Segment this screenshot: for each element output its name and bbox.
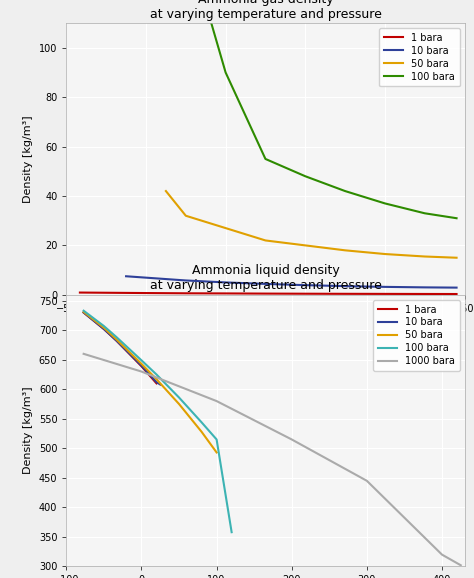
1 bara — [223, 290, 228, 297]
50 bara — [183, 212, 189, 219]
10 bara — [382, 283, 388, 290]
Title: Ammonia liquid density
at varying temperature and pressure: Ammonia liquid density at varying temper… — [149, 264, 382, 292]
1 bara — [81, 309, 86, 316]
10 bara — [302, 281, 308, 288]
1 bara — [114, 338, 119, 344]
10 bara — [154, 379, 159, 386]
100 bara — [214, 436, 219, 443]
1 bara — [422, 291, 428, 298]
1000 bara — [138, 368, 144, 375]
Line: 1 bara: 1 bara — [80, 292, 456, 294]
1 bara — [77, 289, 83, 296]
10 bara — [114, 338, 119, 344]
1 bara — [143, 290, 149, 297]
10 bara — [422, 284, 428, 291]
Legend: 1 bara, 10 bara, 50 bara, 100 bara: 1 bara, 10 bara, 50 bara, 100 bara — [379, 28, 460, 87]
100 bara — [101, 323, 107, 329]
Y-axis label: Density [kg/m³]: Density [kg/m³] — [23, 387, 33, 475]
1 bara — [101, 325, 107, 332]
50 bara — [342, 247, 348, 254]
1000 bara — [81, 350, 86, 357]
50 bara — [154, 376, 159, 383]
50 bara — [114, 336, 119, 343]
Legend: 1 bara, 10 bara, 50 bara, 100 bara, 1000 bara: 1 bara, 10 bara, 50 bara, 100 bara, 1000… — [373, 299, 460, 371]
Y-axis label: Density [kg/m³]: Density [kg/m³] — [23, 115, 33, 203]
Line: 50 bara: 50 bara — [83, 312, 217, 453]
100 bara — [199, 419, 204, 426]
X-axis label: Temperature [°C]: Temperature [°C] — [217, 320, 314, 329]
10 bara — [263, 280, 268, 287]
Line: 50 bara: 50 bara — [166, 191, 456, 258]
10 bara — [342, 283, 348, 290]
Line: 100 bara: 100 bara — [211, 23, 456, 218]
10 bara — [123, 273, 129, 280]
100 bara — [382, 200, 388, 207]
10 bara — [454, 284, 459, 291]
10 bara — [81, 309, 86, 316]
100 bara — [114, 334, 119, 341]
1 bara — [263, 290, 268, 297]
Line: 10 bara: 10 bara — [126, 276, 456, 288]
1 bara — [342, 290, 348, 297]
50 bara — [199, 428, 204, 435]
1 bara — [302, 290, 308, 297]
50 bara — [454, 254, 459, 261]
50 bara — [422, 253, 428, 260]
Title: Ammonia gas density
at varying temperature and pressure: Ammonia gas density at varying temperatu… — [149, 0, 382, 21]
100 bara — [342, 188, 348, 195]
50 bara — [263, 237, 268, 244]
50 bara — [163, 188, 169, 195]
50 bara — [101, 324, 107, 331]
50 bara — [176, 401, 182, 407]
10 bara — [183, 277, 189, 284]
1 bara — [183, 290, 189, 297]
50 bara — [81, 309, 86, 316]
1000 bara — [458, 562, 464, 569]
100 bara — [223, 69, 228, 76]
10 bara — [223, 279, 228, 286]
Line: 1000 bara: 1000 bara — [83, 354, 461, 565]
100 bara — [209, 20, 214, 27]
100 bara — [138, 357, 144, 364]
Line: 1 bara: 1 bara — [83, 313, 156, 383]
1 bara — [382, 290, 388, 297]
1000 bara — [364, 477, 370, 484]
10 bara — [138, 362, 144, 369]
1000 bara — [289, 436, 294, 443]
1000 bara — [439, 551, 445, 558]
1 bara — [138, 363, 144, 370]
100 bara — [454, 215, 459, 222]
100 bara — [81, 307, 86, 314]
50 bara — [223, 225, 228, 232]
Line: 10 bara: 10 bara — [83, 313, 160, 384]
10 bara — [101, 325, 107, 332]
10 bara — [157, 381, 163, 388]
100 bara — [302, 173, 308, 180]
50 bara — [382, 251, 388, 258]
100 bara — [229, 529, 235, 536]
50 bara — [302, 242, 308, 249]
Text: The Engineering ToolBox: The Engineering ToolBox — [298, 354, 465, 368]
100 bara — [263, 155, 268, 162]
1 bara — [154, 380, 159, 387]
100 bara — [176, 394, 182, 401]
50 bara — [138, 361, 144, 368]
Line: 100 bara: 100 bara — [83, 311, 232, 532]
1000 bara — [214, 398, 219, 405]
Text: www.EngineeringToolBox.com: www.EngineeringToolBox.com — [351, 384, 465, 394]
100 bara — [422, 210, 428, 217]
50 bara — [214, 449, 219, 456]
1 bara — [454, 291, 459, 298]
100 bara — [154, 371, 159, 378]
